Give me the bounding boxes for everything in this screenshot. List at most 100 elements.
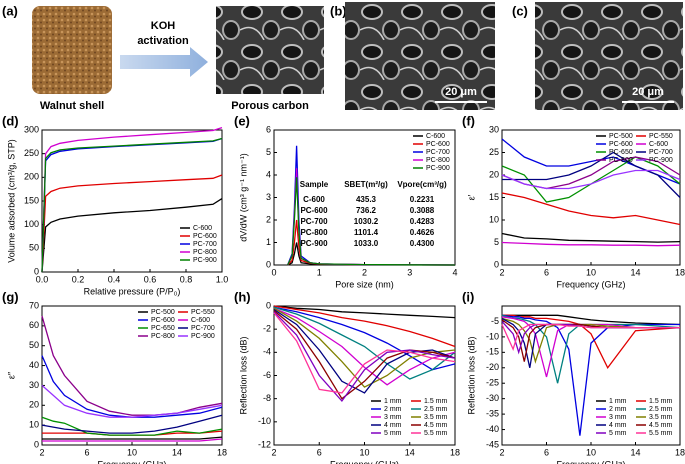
y-tick-label: -12: [258, 439, 271, 449]
panel-label: (a): [2, 3, 18, 18]
y-tick-label: -10: [486, 331, 499, 341]
x-tick-label: 4: [452, 267, 457, 277]
legend-label: 5.5 mm: [424, 430, 448, 437]
series-line: [42, 438, 223, 442]
arrow-text: activation: [137, 35, 189, 47]
panel-label: (i): [462, 289, 474, 304]
x-tick-label: 14: [405, 447, 415, 457]
legend-label: 2 mm: [384, 406, 402, 413]
y-tick-label: -25: [486, 378, 499, 388]
series-line: [42, 436, 223, 440]
x-tick-label: 0.4: [108, 274, 121, 284]
series-line: [41, 174, 223, 273]
series-line: [273, 311, 456, 403]
x-axis-label: Frequency (GHz): [97, 459, 166, 464]
sem-image: [535, 2, 683, 110]
panel-label: (h): [234, 289, 251, 304]
series-line: [501, 316, 680, 378]
legend-label: PC-900: [426, 165, 450, 172]
table-cell: 0.4300: [410, 239, 435, 248]
legend-label: PC-900: [649, 157, 673, 164]
y-tick-label: 150: [24, 195, 39, 205]
table-cell: 736.2: [356, 206, 377, 215]
series-line: [502, 314, 681, 326]
y-axis-label: dV/dW (cm³ g⁻¹ nm⁻¹): [238, 153, 248, 242]
table-cell: 1030.2: [354, 217, 379, 226]
arrow-text: KOH: [151, 20, 176, 32]
x-tick-label: 3: [407, 267, 412, 277]
x-tick-label: 2: [499, 447, 504, 457]
series-line: [41, 414, 223, 434]
legend-label: PC-700: [426, 149, 450, 156]
sem-image: [345, 2, 495, 110]
x-tick-label: 6: [544, 447, 549, 457]
series-line: [502, 151, 681, 198]
caption: Walnut shell: [40, 100, 104, 112]
table-cell: 435.3: [356, 195, 377, 204]
legend-label: C-600: [426, 133, 445, 140]
table-cell: C-600: [303, 195, 325, 204]
series-line: [273, 305, 456, 319]
scale-text: 20 μm: [632, 86, 664, 98]
series-line: [501, 323, 680, 352]
legend-label: 3.5 mm: [424, 414, 448, 421]
y-tick-label: -45: [486, 439, 499, 449]
y-tick-label: 100: [24, 219, 39, 229]
y-tick-label: 25: [489, 147, 499, 157]
table-cell: 0.4283: [410, 217, 435, 226]
x-tick-label: 0.6: [144, 274, 157, 284]
x-tick-label: 2: [362, 267, 367, 277]
y-axis-label: Reflection loss (dB): [238, 336, 248, 414]
table-cell: 1033.0: [354, 239, 379, 248]
x-tick-label: 0.0: [36, 274, 49, 284]
legend-label: PC-900: [193, 257, 217, 264]
caption: Porous carbon: [231, 100, 309, 112]
panel-label: (d): [2, 113, 19, 128]
y-tick-label: 5: [266, 147, 271, 157]
table-cell: 0.2231: [410, 195, 435, 204]
legend-label: 3 mm: [384, 414, 402, 421]
panel-label: (b): [330, 3, 347, 18]
legend-label: PC-800: [609, 157, 633, 164]
panel-label: (e): [234, 113, 250, 128]
series-line: [41, 198, 223, 273]
legend-label: PC-500: [151, 309, 175, 316]
x-tick-label: 18: [450, 447, 460, 457]
x-axis-label: Frequency (GHz): [556, 279, 625, 289]
table-cell: PC-700: [300, 217, 328, 226]
legend-label: 5 mm: [609, 430, 627, 437]
y-tick-label: -35: [486, 408, 499, 418]
legend-label: 3 mm: [609, 414, 627, 421]
series-line: [41, 416, 223, 436]
x-tick-label: 0: [271, 267, 276, 277]
y-tick-label: -2: [263, 324, 271, 334]
x-tick-label: 18: [675, 447, 685, 457]
y-tick-label: -5: [491, 316, 499, 326]
series-line: [273, 306, 456, 380]
y-tick-label: 10: [489, 214, 499, 224]
legend-label: PC-800: [151, 333, 175, 340]
y-tick-label: 1: [266, 237, 271, 247]
y-tick-label: 4: [266, 169, 271, 179]
table-cell: 1101.4: [354, 228, 379, 237]
series-line: [273, 307, 456, 386]
y-tick-label: 15: [489, 192, 499, 202]
y-tick-label: 6: [266, 124, 271, 134]
x-tick-label: 1.0: [216, 274, 229, 284]
y-tick-label: 20: [29, 400, 39, 410]
x-tick-label: 10: [127, 447, 137, 457]
y-tick-label: 3: [266, 192, 271, 202]
y-axis-label: Reflection loss (dB): [466, 336, 476, 414]
y-tick-label: -30: [486, 393, 499, 403]
arrow: [120, 47, 208, 77]
x-tick-label: 2: [271, 447, 276, 457]
y-tick-label: 50: [29, 340, 39, 350]
table-cell: PC-900: [300, 239, 328, 248]
panel-label: (c): [512, 3, 528, 18]
y-tick-label: 50: [29, 243, 39, 253]
legend-label: 1.5 mm: [649, 398, 673, 405]
x-tick-label: 10: [586, 447, 596, 457]
y-tick-label: -4: [263, 347, 271, 357]
legend-label: PC-650: [151, 325, 175, 332]
